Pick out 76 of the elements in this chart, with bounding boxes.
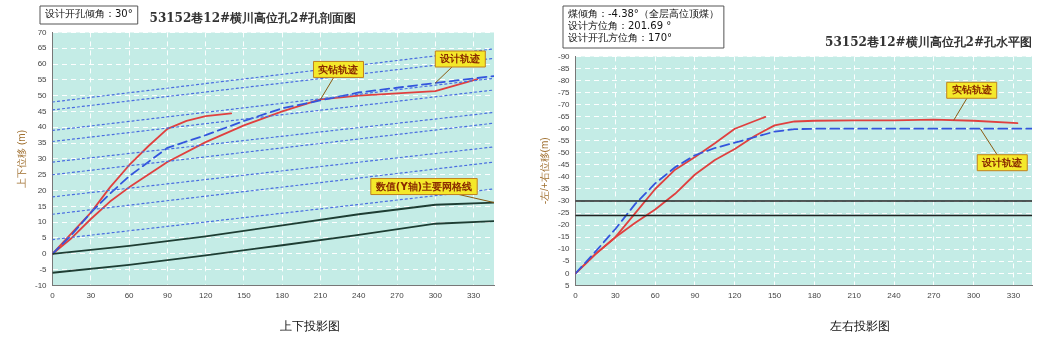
- y-tick-label: -5: [39, 264, 48, 274]
- x-tick-label: 120: [728, 291, 742, 301]
- x-tick-label: 150: [767, 291, 782, 301]
- chart-title: 53152巷12#横川高位孔2#孔剖面图: [149, 11, 357, 26]
- chart-title: 53152巷12#横川高位孔2#孔水平图: [825, 35, 1032, 50]
- x-tick-label: 240: [887, 291, 902, 301]
- y-tick-label: -40: [558, 172, 571, 182]
- y-tick-label: 55: [37, 75, 48, 85]
- text: 设计开孔倾角：30°: [45, 7, 133, 19]
- x-tick-label: 90: [162, 291, 173, 301]
- annotation: 设计轨迹: [439, 53, 481, 65]
- y-tick-label: -50: [558, 148, 571, 158]
- text: 煤倾角：-4.38°（全层高位顶煤）: [568, 7, 719, 19]
- x-tick-label: 180: [807, 291, 822, 301]
- y-tick-label: 30: [37, 154, 48, 164]
- x-tick-label: 120: [198, 291, 213, 301]
- text: 左右投影图: [829, 318, 891, 335]
- y-tick-label: -45: [558, 160, 571, 170]
- y-tick-label: -5: [562, 256, 571, 266]
- x-tick-label: 0: [573, 291, 579, 301]
- y-tick-label: -70: [558, 99, 571, 109]
- text: 设计方位角：201.69 °: [568, 19, 672, 31]
- x-tick-label: 300: [428, 291, 443, 301]
- x-tick-label: 330: [466, 291, 481, 301]
- x-tick-label: 0: [50, 291, 56, 301]
- y-tick-label: 65: [37, 43, 48, 53]
- x-tick-label: 150: [237, 291, 252, 301]
- x-tick-label: 30: [610, 291, 621, 301]
- x-tick-label: 270: [390, 291, 405, 301]
- y-tick-label: 0: [42, 248, 48, 258]
- y-tick-label: 20: [37, 185, 48, 195]
- y-tick-label: -15: [558, 232, 571, 242]
- text: 设计开孔方位角：170°: [568, 31, 673, 43]
- y-tick-label: 70: [37, 27, 48, 37]
- x-tick-label: 180: [275, 291, 290, 301]
- y-tick-label: 35: [37, 138, 48, 148]
- x-tick-label: 240: [352, 291, 366, 301]
- x-tick-label: 60: [650, 291, 661, 301]
- annotation: 实钻轨迹: [951, 84, 992, 96]
- y-tick-label: 5: [42, 233, 48, 243]
- y-tick-label: -10: [558, 244, 571, 254]
- y-tick-label: -30: [558, 196, 571, 206]
- x-tick-label: 270: [927, 291, 942, 301]
- y-axis-title: 上下位移 (m): [15, 130, 27, 188]
- x-tick-label: 210: [313, 291, 328, 301]
- y-tick-label: 10: [37, 217, 48, 227]
- text: 上下投影图: [279, 318, 341, 335]
- y-tick-label: 60: [37, 59, 48, 69]
- y-tick-label: 25: [37, 169, 48, 179]
- y-tick-label: 50: [37, 90, 48, 100]
- y-tick-label: 15: [37, 201, 48, 211]
- y-tick-label: -25: [558, 208, 571, 218]
- y-tick-label: -60: [558, 123, 571, 133]
- y-tick-label: 40: [37, 122, 48, 132]
- x-tick-label: 210: [847, 291, 862, 301]
- y-tick-label: 5: [565, 280, 571, 290]
- y-tick-label: -20: [558, 220, 571, 230]
- y-tick-label: -90: [558, 51, 571, 61]
- x-tick-label: 90: [690, 291, 700, 301]
- x-tick-label: 30: [86, 291, 96, 301]
- y-tick-label: -85: [558, 63, 571, 73]
- annotation: 设计轨迹: [981, 156, 1023, 168]
- x-tick-label: 300: [966, 291, 981, 301]
- y-tick-label: -75: [558, 87, 571, 97]
- y-tick-label: 0: [565, 268, 571, 278]
- y-tick-label: -10: [35, 280, 48, 290]
- x-tick-label: 330: [1006, 291, 1021, 301]
- y-axis-title: -左/+右位移(m): [538, 137, 550, 205]
- x-tick-label: 60: [124, 291, 135, 301]
- y-tick-label: -35: [558, 184, 571, 194]
- y-tick-label: -55: [558, 135, 571, 145]
- y-tick-label: 45: [37, 106, 48, 116]
- annotation: 数值(Y轴)主要网格线: [374, 180, 473, 192]
- y-tick-label: -65: [558, 111, 571, 121]
- y-tick-label: -80: [558, 75, 571, 85]
- annotation: 实钻轨迹: [318, 63, 359, 75]
